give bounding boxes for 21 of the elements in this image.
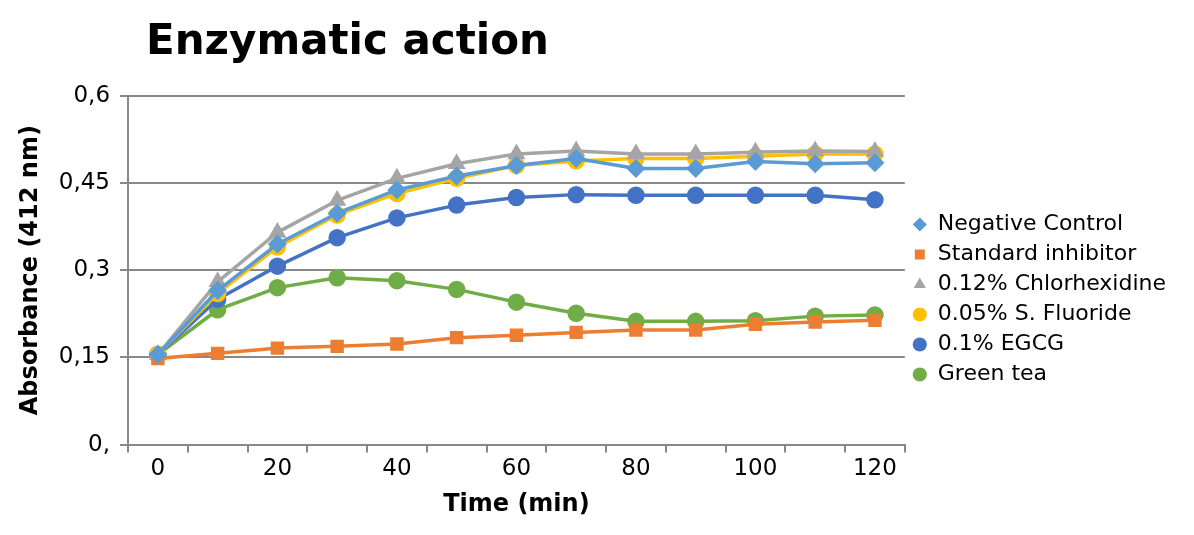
- y-tick-label: 0,15: [58, 342, 111, 369]
- legend-label: 0.12% Chlorhexidine: [937, 270, 1167, 296]
- y-tick-label: 0,45: [58, 167, 111, 194]
- legend-label: 0.05% S. Fluoride: [937, 300, 1132, 326]
- x-tick-label: 40: [382, 454, 412, 481]
- x-tick-label: 100: [733, 454, 778, 481]
- x-tick-label: 20: [262, 454, 293, 481]
- chart-title: Enzymatic action: [145, 14, 550, 66]
- x-tick-label: 80: [621, 454, 651, 481]
- y-tick-label: 0,6: [73, 80, 111, 107]
- x-tick-label: 120: [852, 454, 897, 481]
- legend-label: Negative Control: [937, 210, 1124, 236]
- x-axis-title: Time (min): [443, 488, 590, 517]
- legend-label: Standard inhibitor: [937, 240, 1138, 266]
- x-tick-label: 60: [501, 454, 532, 481]
- x-tick-label: 0: [150, 454, 166, 481]
- legend-label: Green tea: [937, 360, 1048, 386]
- legend-label: 0.1% EGCG: [937, 330, 1065, 356]
- y-axis-title: Absorbance (412 nm): [14, 125, 43, 416]
- y-tick-label: 0,: [88, 429, 111, 456]
- y-tick-label: 0,3: [73, 255, 111, 282]
